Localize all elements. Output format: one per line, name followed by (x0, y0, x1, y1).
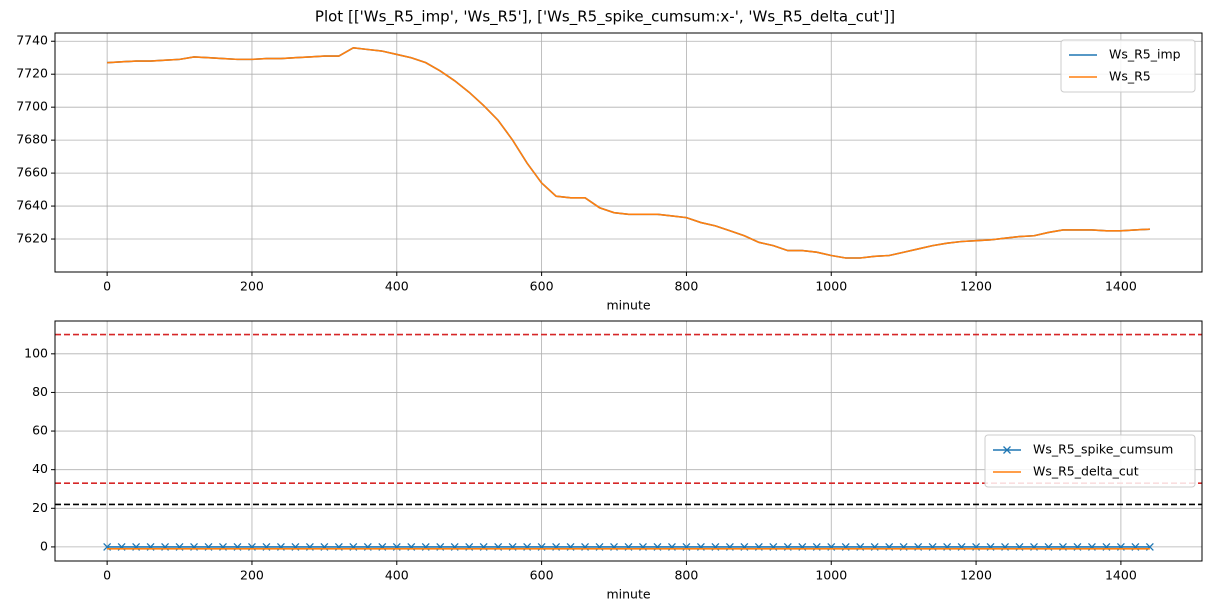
x-tick-label: 400 (385, 568, 409, 583)
y-tick-label: 20 (32, 500, 48, 515)
figure-title: Plot [['Ws_R5_imp', 'Ws_R5'], ['Ws_R5_sp… (315, 8, 895, 27)
legend-label: Ws_R5 (1109, 69, 1151, 84)
data-line (107, 47, 1150, 259)
x-tick-label: 1400 (1105, 279, 1137, 294)
x-tick-label: 200 (240, 279, 264, 294)
x-tick-label: 600 (530, 568, 554, 583)
y-tick-label: 7620 (16, 231, 48, 246)
axes-frame (54, 320, 1203, 562)
x-axis-label: minute (606, 587, 650, 602)
x-tick-label: 400 (385, 279, 409, 294)
x-tick-label: 1200 (960, 279, 992, 294)
y-tick-label: 40 (32, 461, 48, 476)
x-tick-label: 200 (240, 568, 264, 583)
legend-box (984, 434, 1196, 488)
legend-label: Ws_R5_imp (1109, 47, 1181, 62)
y-tick-label: 80 (32, 384, 48, 399)
y-tick-label: 7660 (16, 165, 48, 180)
axes-frame (54, 32, 1203, 273)
legend-label: Ws_R5_delta_cut (1033, 464, 1139, 479)
x-axis-label: minute (606, 298, 650, 313)
y-tick-label: 60 (32, 423, 48, 438)
x-tick-label: 1400 (1105, 568, 1137, 583)
y-tick-label: 7720 (16, 66, 48, 81)
legend-marker (1003, 446, 1011, 454)
x-tick-label: 0 (103, 279, 111, 294)
legend-box (1060, 39, 1196, 93)
y-tick-label: 7640 (16, 198, 48, 213)
x-tick-label: 1000 (815, 568, 847, 583)
x-tick-label: 800 (674, 568, 698, 583)
y-tick-label: 0 (40, 538, 48, 553)
y-tick-label: 7700 (16, 99, 48, 114)
data-line (107, 47, 1150, 259)
x-tick-label: 1000 (815, 279, 847, 294)
x-tick-label: 800 (674, 279, 698, 294)
y-tick-label: 7680 (16, 132, 48, 147)
y-tick-label: 100 (24, 345, 48, 360)
legend-label: Ws_R5_spike_cumsum (1033, 442, 1173, 457)
y-tick-label: 7740 (16, 33, 48, 48)
x-tick-label: 600 (530, 279, 554, 294)
x-tick-label: 0 (103, 568, 111, 583)
x-tick-label: 1200 (960, 568, 992, 583)
